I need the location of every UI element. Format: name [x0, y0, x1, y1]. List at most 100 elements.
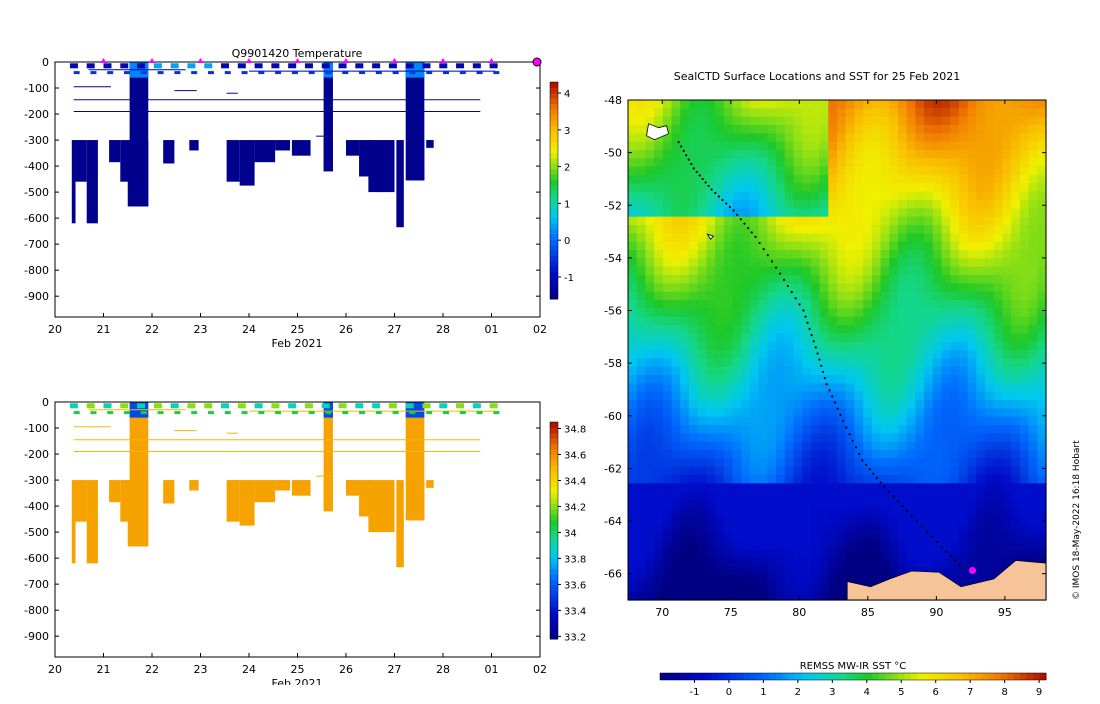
sst-cell — [924, 175, 934, 184]
sst-cell — [828, 300, 838, 309]
sst-cell — [654, 416, 664, 426]
sst-cell — [889, 308, 899, 318]
sst-cell — [662, 133, 673, 143]
sst-cell — [767, 441, 777, 451]
sst-cell — [654, 250, 664, 259]
sst-cell — [1002, 133, 1012, 143]
sst-cell — [880, 233, 890, 243]
sst-cell — [697, 433, 707, 443]
sst-cell — [845, 425, 856, 434]
sst-cell — [889, 300, 899, 309]
sst-cell — [706, 108, 716, 118]
sst-cell — [863, 291, 873, 301]
colorbar-segment — [550, 217, 558, 224]
colorbar-tick-label: -1 — [689, 687, 699, 698]
sst-cell — [680, 466, 690, 476]
sst-cell — [837, 575, 847, 584]
sst-cell — [749, 141, 760, 151]
sst-cell — [854, 333, 864, 343]
sst-cell — [906, 458, 916, 468]
sst-cell — [897, 500, 908, 509]
sst-cell — [654, 516, 664, 526]
profile-bar — [109, 140, 121, 163]
sst-cell — [897, 491, 908, 501]
sst-cell — [845, 291, 856, 301]
track-point — [802, 309, 805, 312]
sst-cell — [958, 358, 969, 368]
sst-cell — [802, 275, 812, 284]
colorbar-segment — [550, 261, 558, 267]
sst-cell — [715, 450, 725, 459]
sst-cell — [645, 233, 655, 243]
sst-cell — [932, 550, 943, 559]
profile-bar — [368, 140, 395, 193]
sst-cell — [915, 400, 925, 409]
sst-cell — [732, 241, 742, 251]
sst-cell — [706, 450, 716, 459]
sst-cell — [958, 366, 969, 376]
surface-strip — [321, 403, 330, 409]
sst-cell — [1028, 100, 1038, 109]
sst-cell — [906, 525, 916, 534]
sst-cell — [671, 200, 681, 209]
sst-cell — [802, 416, 812, 426]
sst-cell — [776, 258, 786, 268]
sst-cell — [784, 158, 795, 168]
track-point — [949, 555, 952, 558]
sst-cell — [732, 175, 742, 184]
sst-cell — [837, 458, 847, 468]
sst-cell — [958, 333, 969, 343]
sst-cell — [993, 133, 1004, 143]
sst-cell — [897, 158, 908, 168]
sst-cell — [697, 275, 707, 284]
sst-cell — [715, 200, 725, 209]
surface-strip — [459, 411, 466, 415]
sst-cell — [985, 466, 995, 476]
sst-cell — [1028, 350, 1038, 359]
sst-cell — [854, 216, 864, 226]
surface-strip — [120, 63, 129, 69]
colorbar-segment — [550, 449, 558, 456]
sst-cell — [741, 341, 751, 351]
sst-cell — [749, 425, 760, 434]
sst-cell — [993, 225, 1004, 234]
sst-cell — [958, 266, 969, 276]
colorbar-segment — [550, 141, 558, 148]
sst-cell — [837, 116, 847, 126]
sst-cell — [1002, 558, 1012, 568]
x-tick-label: 20 — [48, 663, 62, 676]
sst-cell — [636, 366, 647, 376]
sst-cell — [1037, 366, 1047, 376]
sst-cell — [1019, 400, 1030, 409]
sst-cell — [889, 533, 899, 543]
sst-cell — [697, 183, 707, 193]
sst-cell — [924, 350, 934, 359]
sst-cell — [645, 400, 655, 409]
sst-cell — [671, 208, 681, 218]
sst-cell — [776, 391, 786, 401]
sst-cell — [828, 258, 838, 268]
sst-cell — [871, 108, 882, 118]
sst-cell — [688, 325, 699, 334]
sst-cell — [924, 300, 934, 309]
sst-cell — [671, 458, 681, 468]
sst-cell — [1028, 475, 1038, 484]
sst-cell — [784, 575, 795, 584]
sst-cell — [671, 525, 681, 534]
colorbar-segment — [550, 422, 558, 428]
sst-cell — [810, 516, 821, 526]
sst-cell — [837, 150, 847, 159]
surface-strip — [170, 63, 179, 69]
sst-cell — [967, 183, 977, 193]
sst-cell — [897, 133, 908, 143]
sst-cell — [924, 166, 934, 176]
surface-strip — [304, 63, 313, 69]
sst-cell — [671, 316, 681, 326]
sst-cell — [776, 466, 786, 476]
sst-cell — [810, 458, 821, 468]
sst-cell — [985, 175, 995, 184]
sst-cell — [758, 516, 768, 526]
sst-cell — [802, 141, 812, 151]
sst-cell — [880, 458, 890, 468]
sst-cell — [985, 116, 995, 126]
